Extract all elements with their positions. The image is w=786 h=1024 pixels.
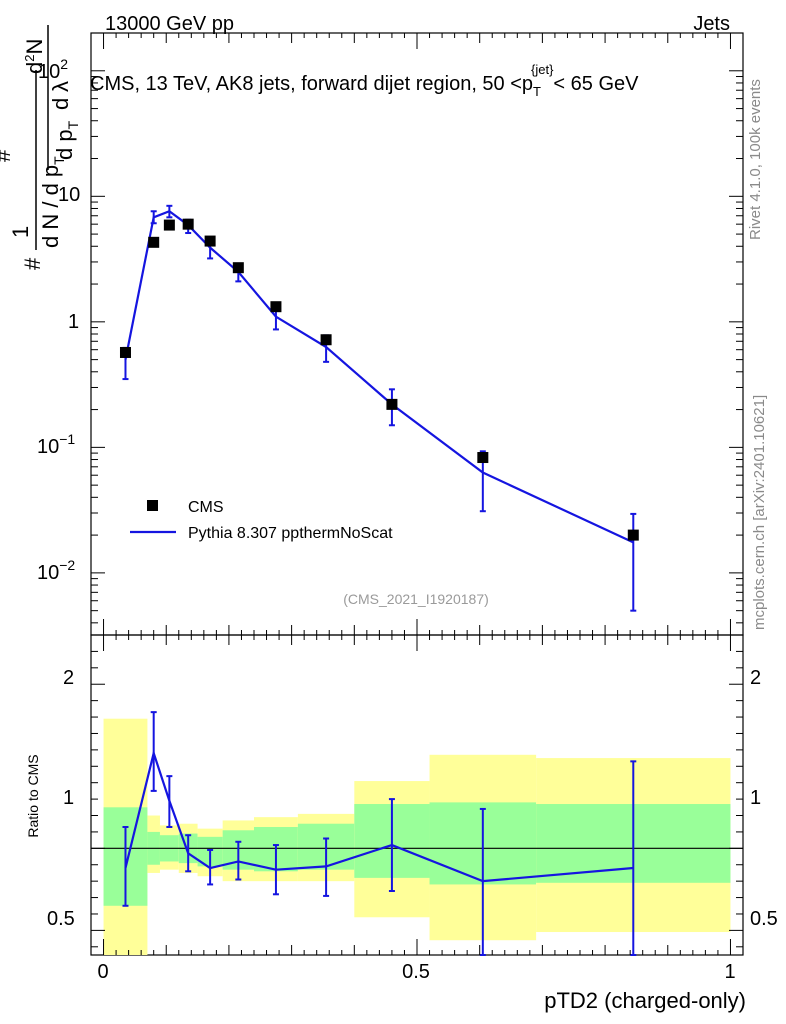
svg-text:d: d [48,98,73,110]
ratio-y-axis-label: Ratio to CMS [25,754,41,837]
svg-text:d pT: d pT [52,120,81,160]
main-y-axis-label-numerator: d pT d λ d2N [22,25,81,170]
cms-point-4 [204,235,216,247]
ytick-label-10: 10 [58,184,80,206]
ratio-ytick-left-1: 1 [63,787,74,809]
legend-cms-label: CMS [188,499,224,516]
legend: CMS Pythia 8.307 ppthermNoScat [130,499,393,542]
axis-ticks [91,32,743,955]
ratio-ytick-right-1: 1 [750,787,761,809]
cms-point-1 [148,236,160,248]
legend-cms-marker [147,500,158,511]
ratio-ytick-right-2: 2 [750,667,761,689]
ratio-ytick-left-0.5: 0.5 [47,908,75,930]
header-jets-label: Jets [693,13,730,35]
cms-point-9 [477,452,489,464]
ratio-ytick-right-0.5: 0.5 [750,908,778,930]
rivet-version-label: Rivet 4.1.0, 100k events [747,79,764,240]
legend-mc-label: Pythia 8.307 ppthermNoScat [188,525,393,542]
svg-text:#: # [20,257,45,270]
svg-text:d N / d pT: d N / d pT [38,156,67,248]
ytick-label-0.1: 10−1 [37,431,75,458]
ytick-label-0.01: 10−2 [37,557,75,584]
cms-point-10 [627,529,639,541]
cms-point-0 [119,346,131,358]
header-energy-label: 13000 GeV pp [105,13,234,35]
svg-text:#: # [0,149,15,162]
cms-point-3 [182,218,194,230]
svg-text:d2N: d2N [22,39,47,74]
svg-text:1: 1 [8,226,33,238]
ratio-ytick-left-2: 2 [63,667,74,689]
cms-point-7 [320,334,332,346]
svg-text:λ: λ [48,81,73,92]
main-series [119,204,639,612]
cms-point-2 [163,219,175,231]
mcplots-label: mcplots.cern.ch [arXiv:2401.10621] [751,395,768,630]
ytick-label-1: 1 [68,311,79,333]
x-axis-label: pTD2 (charged-only) [544,988,746,1013]
ratio-series [122,711,637,956]
xtick-label-0.5: 0.5 [402,961,430,983]
xtick-label-1: 1 [724,961,735,983]
cms-point-5 [232,262,244,274]
mc-line [124,210,634,544]
reference-label: (CMS_2021_I1920187) [343,591,489,607]
main-title: CMS, 13 TeV, AK8 jets, forward dijet reg… [90,62,639,99]
ytick-label-100: 102 [38,56,68,83]
main-plot-frame [90,32,744,636]
main-y-axis-label: # 1 d N / d pT # [0,70,67,270]
cms-point-8 [386,398,398,410]
xtick-label-0: 0 [97,961,108,983]
cms-point-6 [270,301,282,313]
